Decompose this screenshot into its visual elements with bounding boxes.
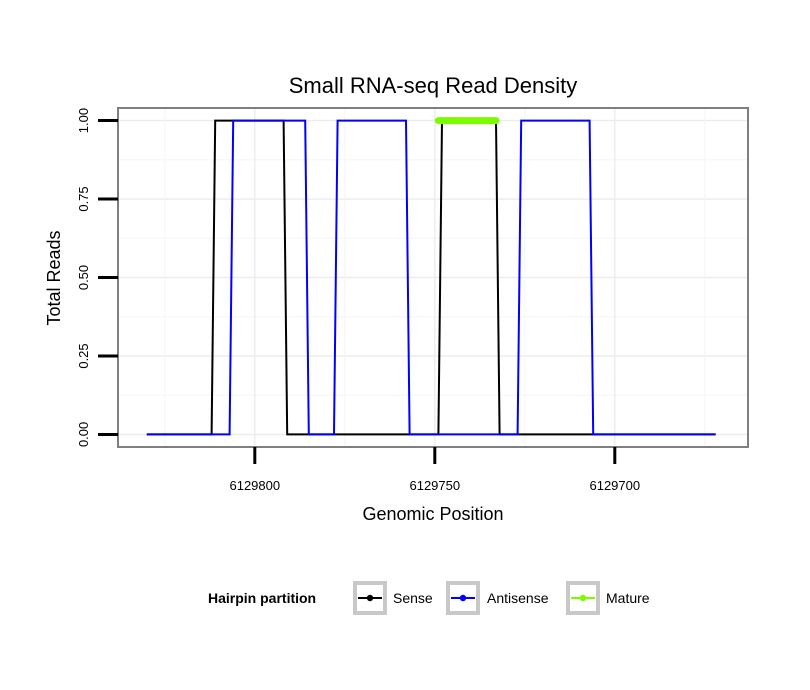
series-lines	[146, 117, 716, 436]
legend-title: Hairpin partition	[208, 590, 316, 606]
y-axis-title: Total Reads	[44, 230, 64, 325]
y-tick-label: 0.25	[76, 343, 91, 368]
legend-label: Antisense	[487, 590, 549, 606]
legend-key-point	[459, 594, 467, 602]
legend-label: Sense	[393, 590, 433, 606]
chart-title: Small RNA-seq Read Density	[289, 73, 578, 98]
legend-item-mature: Mature	[566, 581, 650, 615]
y-axis: 0.00 0.25 0.50 0.75 1.00	[76, 108, 118, 447]
legend-label: Mature	[606, 590, 650, 606]
legend-item-sense: Sense	[353, 581, 433, 615]
y-tick-label: 1.00	[76, 108, 91, 133]
x-tick-label: 6129800	[229, 478, 280, 493]
y-tick-label: 0.00	[76, 422, 91, 447]
x-axis-title: Genomic Position	[362, 504, 503, 524]
x-tick-label: 6129750	[409, 478, 460, 493]
y-tick-label: 0.50	[76, 265, 91, 290]
legend-key-point	[579, 594, 587, 602]
legend-item-antisense: Antisense	[446, 581, 549, 615]
y-tick-label: 0.75	[76, 186, 91, 211]
legend-key-point	[366, 594, 374, 602]
legend: Hairpin partition Sense Antisense Mature	[208, 581, 650, 615]
series-line-antisense	[146, 119, 716, 436]
x-tick-label: 6129700	[589, 478, 640, 493]
x-axis: 6129800 6129750 6129700	[229, 447, 640, 493]
series-line-sense	[146, 119, 716, 436]
grid-lines	[118, 108, 748, 447]
